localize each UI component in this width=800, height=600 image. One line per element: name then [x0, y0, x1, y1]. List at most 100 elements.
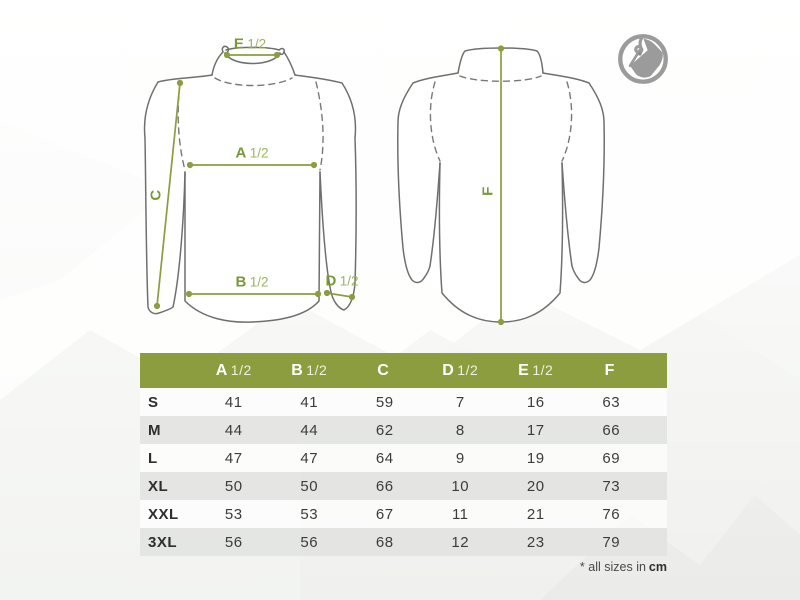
value-cell: 41 — [300, 393, 319, 411]
measure-dot — [323, 289, 331, 297]
table-row-m: M 44 44 62 8 17 66 — [140, 416, 667, 444]
back-outline-strokes — [397, 47, 605, 323]
measure-fraction: 1/2 — [247, 36, 267, 52]
col-header-e: E 1/2 — [498, 362, 574, 380]
value-cell: 59 — [375, 393, 394, 411]
value-cell: 21 — [526, 505, 545, 523]
col-letter: F — [604, 361, 615, 379]
value-cell: 53 — [300, 505, 319, 523]
units-footnote: * all sizes in cm — [140, 560, 667, 574]
value-cell: 20 — [526, 477, 545, 495]
size-label: XXL — [148, 505, 179, 523]
measure-label-b: B 1/2 — [235, 275, 268, 290]
col-letter: E — [518, 361, 530, 379]
value-cell: 73 — [602, 477, 621, 495]
front-silhouette — [144, 46, 357, 323]
value-cell: 44 — [224, 421, 243, 439]
measure-dot — [186, 161, 194, 169]
value-cell: 68 — [375, 533, 394, 551]
table-row-s: S 41 41 59 7 16 63 — [140, 388, 667, 416]
col-fraction: 1/2 — [457, 361, 479, 378]
footnote-text: * all sizes in — [579, 560, 646, 574]
value-cell: 44 — [300, 421, 319, 439]
measure-label-d: D 1/2 — [325, 274, 358, 289]
col-header-f: F — [574, 362, 650, 380]
value-cell: 56 — [224, 533, 243, 551]
value-cell: 8 — [455, 421, 465, 439]
col-header-a: A 1/2 — [196, 362, 272, 380]
value-cell: 79 — [602, 533, 621, 551]
table-row-xl: XL 50 50 66 10 20 73 — [140, 472, 667, 500]
measure-fraction: 1/2 — [249, 145, 269, 161]
measure-dot — [497, 318, 505, 326]
back-seam-dashes — [429, 75, 573, 162]
value-cell: 47 — [224, 449, 243, 467]
measure-line-c — [156, 82, 181, 307]
logo-jaw-fill — [630, 38, 663, 78]
measure-dot — [223, 51, 231, 59]
value-cell: 23 — [526, 533, 545, 551]
size-label: M — [148, 421, 161, 439]
value-cell: 50 — [224, 477, 243, 495]
table-header-row: A 1/2 B 1/2 C D 1/2 E 1/2 F — [140, 353, 667, 388]
measure-letter: A — [235, 144, 247, 162]
measure-dot — [273, 51, 281, 59]
value-cell: 67 — [375, 505, 394, 523]
value-cell: 66 — [375, 477, 394, 495]
back-garment-drawing — [397, 45, 605, 326]
measure-letter: F — [479, 186, 497, 196]
ibex-head-logo-icon — [618, 34, 668, 84]
value-cell: 76 — [602, 505, 621, 523]
value-cell: 53 — [224, 505, 243, 523]
value-cell: 64 — [375, 449, 394, 467]
col-letter: D — [442, 361, 455, 379]
value-cell: 69 — [602, 449, 621, 467]
col-letter: C — [377, 361, 390, 379]
value-cell: 19 — [526, 449, 545, 467]
measure-letter: D — [325, 272, 337, 290]
size-label: XL — [148, 477, 169, 495]
value-cell: 9 — [455, 449, 465, 467]
measure-line-d — [326, 292, 353, 298]
col-fraction: 1/2 — [306, 361, 328, 378]
logo-face-line — [628, 46, 643, 68]
size-label: L — [148, 449, 158, 467]
footnote-unit: cm — [648, 560, 667, 574]
measure-label-a: A 1/2 — [235, 146, 268, 161]
value-cell: 56 — [300, 533, 319, 551]
value-cell: 17 — [526, 421, 545, 439]
table-row-3xl: 3XL 56 56 68 12 23 79 — [140, 528, 667, 556]
table-row-l: L 47 47 64 9 19 69 — [140, 444, 667, 472]
col-letter: A — [215, 361, 228, 379]
col-header-d: D 1/2 — [423, 362, 499, 380]
measure-fraction: 1/2 — [339, 273, 359, 289]
col-header-b: B 1/2 — [272, 362, 348, 380]
front-seam-dashes — [177, 77, 324, 171]
measure-fraction: 1/2 — [249, 274, 269, 290]
logo-eye-dot — [638, 52, 642, 56]
size-table: A 1/2 B 1/2 C D 1/2 E 1/2 F S 41 41 59 7 16 … — [140, 353, 667, 556]
measure-dot — [348, 293, 356, 301]
measure-letter: E — [233, 35, 245, 53]
size-label: S — [148, 393, 159, 411]
measure-letter: B — [235, 273, 247, 291]
value-cell: 41 — [224, 393, 243, 411]
value-cell: 66 — [602, 421, 621, 439]
table-row-xxl: XXL 53 53 67 11 21 76 — [140, 500, 667, 528]
value-cell: 10 — [451, 477, 470, 495]
value-cell: 7 — [455, 393, 465, 411]
measure-dot — [497, 45, 505, 52]
measure-dot — [176, 79, 184, 87]
measure-label-c: C — [148, 189, 165, 200]
value-cell: 50 — [300, 477, 319, 495]
col-header-c: C — [347, 362, 423, 380]
back-garment-diagram: F — [395, 20, 610, 350]
value-cell: 62 — [375, 421, 394, 439]
value-cell: 12 — [451, 533, 470, 551]
front-measurement-lines — [153, 51, 356, 310]
back-measurement-lines — [497, 45, 505, 326]
size-label: 3XL — [148, 533, 178, 551]
value-cell: 47 — [300, 449, 319, 467]
measure-label-e: E 1/2 — [234, 37, 266, 52]
measure-dot — [153, 302, 161, 310]
